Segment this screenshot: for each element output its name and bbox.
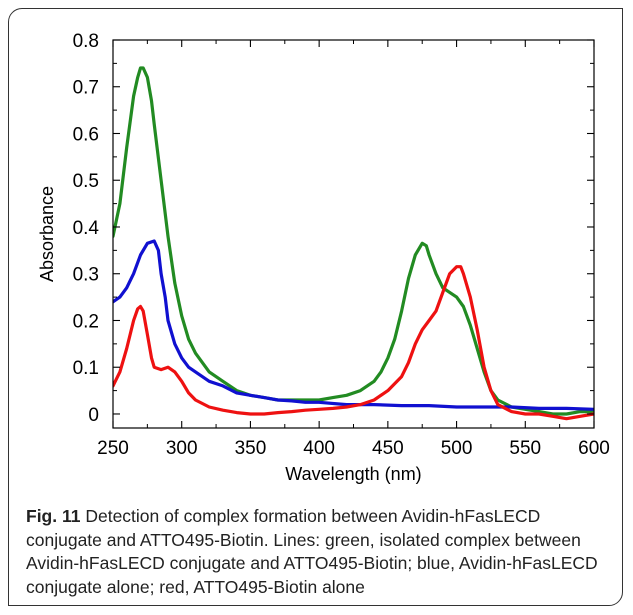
x-tick-label: 550 xyxy=(509,438,541,459)
y-tick-label: 0.1 xyxy=(73,358,99,379)
y-tick-label: 0.6 xyxy=(73,124,99,145)
series-line-3 xyxy=(113,265,594,421)
figure-caption: Fig. 11 Detection of complex formation b… xyxy=(26,505,606,599)
figure-frame xyxy=(8,8,623,606)
absorbance-chart: 250 300 350 400 450 500 550 600 0 0.1 0.2 0.3 0.4 0.5… xyxy=(37,31,610,484)
caption-text: Detection of complex formation between A… xyxy=(26,506,598,597)
y-tick-label: 0.4 xyxy=(73,218,100,239)
x-axis-label: Wavelength (nm) xyxy=(285,464,421,484)
x-tick-label: 400 xyxy=(303,438,335,459)
series-line-2 xyxy=(113,239,594,411)
y-tick-label: 0.3 xyxy=(73,265,99,286)
x-tick-label: 600 xyxy=(578,438,610,459)
y-tick-label: 0.5 xyxy=(73,171,99,192)
figure-label: Fig. 11 xyxy=(26,506,81,526)
x-tick-label: 350 xyxy=(235,438,267,459)
plot-area-border xyxy=(112,39,595,429)
x-tick-label: 250 xyxy=(97,438,129,459)
x-tick-label: 450 xyxy=(372,438,404,459)
y-axis-label: Absorbance xyxy=(37,186,57,282)
y-tick-label: 0.8 xyxy=(73,31,99,52)
y-tick-label: 0.7 xyxy=(73,78,99,99)
y-tick-label: 0.2 xyxy=(73,311,99,332)
x-tick-label: 500 xyxy=(441,438,473,459)
y-tick-label: 0 xyxy=(88,405,99,426)
x-tick-label: 300 xyxy=(166,438,198,459)
